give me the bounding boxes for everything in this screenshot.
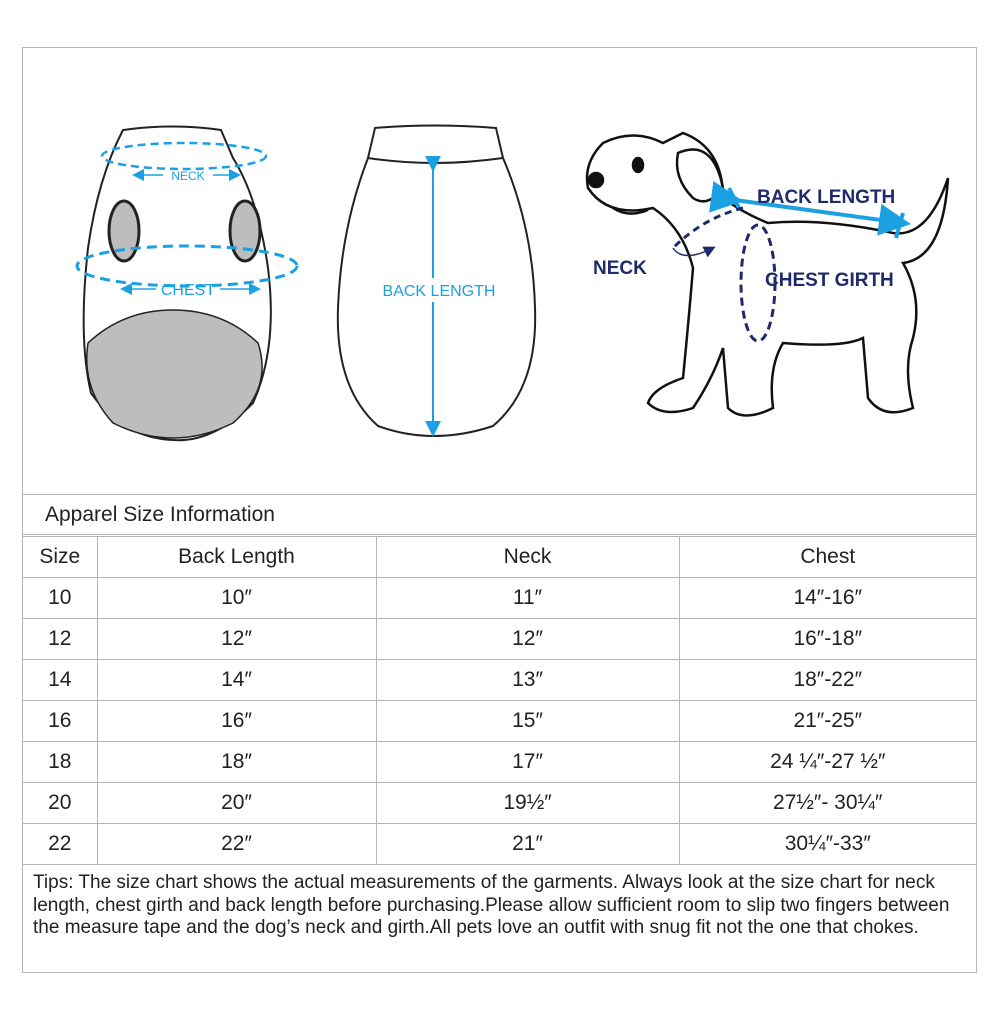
cell-chest: 18″-22″ [678,659,976,701]
cell-size: 18 [23,741,98,783]
cell-chest: 24 ¼″-27 ½″ [678,741,976,783]
cell-neck: 11″ [375,577,680,619]
cell-size: 10 [23,577,98,619]
cell-neck: 19½″ [375,782,680,824]
back-garment-icon: BACK LENGTH [336,124,537,437]
size-table: Size Back Length Neck Chest 10 10″ 11″ 14″-… [23,536,976,865]
dog-chest-girth-label: CHEST GIRTH [765,270,894,291]
table-row: 12 12″ 12″ 16″-18″ [23,618,976,660]
front-neck-label: NECK [171,169,204,183]
cell-chest: 27½″- 30¼″ [678,782,976,824]
header-chest: Chest [678,536,976,578]
cell-neck: 13″ [375,659,680,701]
cell-size: 22 [23,823,98,865]
cell-neck: 21″ [375,823,680,865]
cell-size: 16 [23,700,98,742]
cell-size: 20 [23,782,98,824]
table-row: 20 20″ 19½″ 27½″- 30¼″ [23,782,976,824]
cell-size: 14 [23,659,98,701]
dog-neck-label: NECK [593,258,647,279]
front-garment-icon: NECK CHEST [75,125,299,442]
cell-back-length: 14″ [96,659,377,701]
table-title: Apparel Size Information [23,494,976,535]
header-back-length: Back Length [96,536,377,578]
cell-size: 12 [23,618,98,660]
cell-back-length: 20″ [96,782,377,824]
cell-back-length: 12″ [96,618,377,660]
table-row: 14 14″ 13″ 18″-22″ [23,659,976,701]
cell-chest: 16″-18″ [678,618,976,660]
cell-chest: 21″-25″ [678,700,976,742]
cell-back-length: 16″ [96,700,377,742]
measurement-illustrations: NECK CHEST BACK LENGTH [23,48,976,495]
table-row: 22 22″ 21″ 30¼″-33″ [23,823,976,865]
cell-chest: 30¼″-33″ [678,823,976,865]
dog-measure-lines: BACK LENGTH NECK CHEST GIRTH [593,180,911,343]
table-row: 10 10″ 11″ 14″-16″ [23,577,976,619]
cell-neck: 15″ [375,700,680,742]
header-size: Size [23,536,98,578]
dog-back-length-label: BACK LENGTH [757,187,895,208]
back-length-label: BACK LENGTH [383,283,496,300]
table-row: 18 18″ 17″ 24 ¼″-27 ½″ [23,741,976,783]
cell-back-length: 18″ [96,741,377,783]
cell-back-length: 10″ [96,577,377,619]
size-chart: NECK CHEST BACK LENGTH [22,47,977,973]
cell-back-length: 22″ [96,823,377,865]
table-header-row: Size Back Length Neck Chest [23,536,976,578]
cell-neck: 17″ [375,741,680,783]
tips-text: Tips: The size chart shows the actual me… [23,864,976,972]
header-neck: Neck [375,536,680,578]
cell-chest: 14″-16″ [678,577,976,619]
cell-neck: 12″ [375,618,680,660]
front-chest-label: CHEST [161,282,215,299]
table-row: 16 16″ 15″ 21″-25″ [23,700,976,742]
